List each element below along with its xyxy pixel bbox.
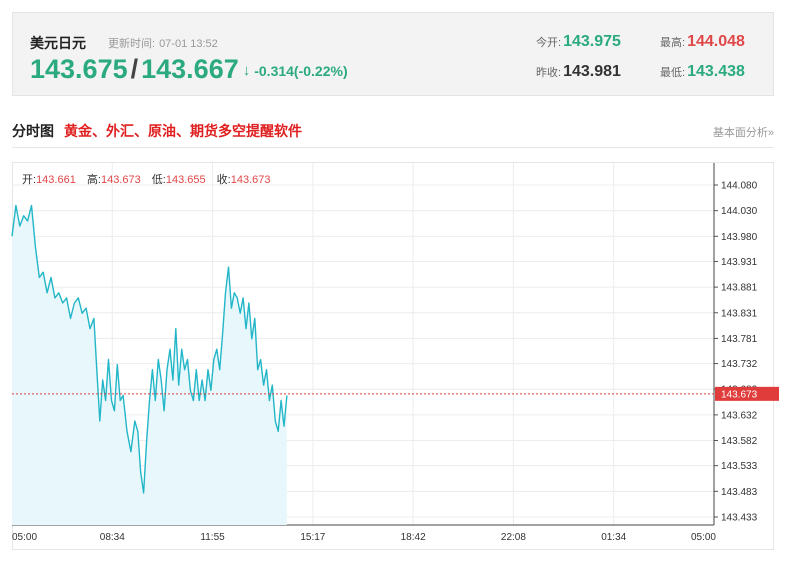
x-tick-label: 15:17 xyxy=(300,532,325,543)
y-tick-label: 143.831 xyxy=(721,308,758,319)
x-tick-label: 08:34 xyxy=(100,532,125,543)
y-tick-label: 143.483 xyxy=(721,487,758,498)
down-arrow-icon: ↓ xyxy=(242,62,251,80)
stat-prev-close-label: 昨收: xyxy=(536,67,562,79)
stat-open: 今开: 143.975 xyxy=(536,33,621,51)
current-price-label-bg xyxy=(715,386,779,401)
ohlc-close-value: 143.673 xyxy=(230,174,271,186)
ohlc-readout: 开:143.661 高:143.673 低:143.655 收:143.673 xyxy=(22,171,279,187)
y-tick-label: 143.433 xyxy=(721,513,758,524)
x-tick-label: 01:34 xyxy=(601,532,626,543)
section-divider xyxy=(12,147,774,148)
update-time-value: 07-01 13:52 xyxy=(159,38,218,50)
y-tick-label: 144.030 xyxy=(721,206,758,217)
ohlc-high-label: 高: xyxy=(86,174,101,186)
fundamental-analysis-link[interactable]: 基本面分析» xyxy=(712,127,774,139)
y-tick-label: 143.881 xyxy=(721,283,758,294)
price-separator: / xyxy=(130,54,139,84)
promo-link[interactable]: 黄金、外汇、原油、期货多空提醒软件 xyxy=(64,123,302,139)
x-tick-label: 11:55 xyxy=(200,532,225,543)
ohlc-open-value: 143.661 xyxy=(36,174,76,186)
y-tick-label: 143.781 xyxy=(721,334,758,345)
price-line: 143.675/143.667 ↓ -0.314(-0.22%) xyxy=(30,54,348,85)
stat-high-value: 144.048 xyxy=(687,33,745,50)
stat-low: 最低: 143.438 xyxy=(660,63,745,81)
y-tick-label: 143.732 xyxy=(721,359,758,370)
x-tick-label: 22:08 xyxy=(501,532,526,543)
stat-high: 最高: 144.048 xyxy=(660,33,745,51)
stat-prev-close: 昨收: 143.981 xyxy=(536,63,621,81)
update-time-label: 更新时间: xyxy=(108,38,156,50)
ohlc-close-label: 收: xyxy=(216,174,231,186)
stat-prev-close-value: 143.981 xyxy=(563,63,621,80)
stat-low-value: 143.438 xyxy=(687,63,745,80)
current-price-label: 143.673 xyxy=(721,389,758,400)
price-alt: 143.667 xyxy=(141,54,239,84)
quote-panel: 美元日元 更新时间: 07-01 13:52 143.675/143.667 ↓ -0… xyxy=(12,12,774,96)
x-tick-label: 18:42 xyxy=(401,532,426,543)
y-tick-label: 143.533 xyxy=(721,461,758,472)
stat-open-value: 143.975 xyxy=(563,33,621,50)
x-tick-label: 05:00 xyxy=(12,532,37,543)
ohlc-low-value: 143.655 xyxy=(165,174,206,186)
update-time: 更新时间: 07-01 13:52 xyxy=(108,35,218,51)
price-area xyxy=(12,205,287,525)
y-tick-label: 143.980 xyxy=(721,232,758,243)
stat-open-label: 今开: xyxy=(536,37,562,49)
ohlc-open-label: 开: xyxy=(22,174,37,186)
section-title: 分时图 xyxy=(12,123,54,139)
price-change: -0.314(-0.22%) xyxy=(254,62,348,79)
y-tick-label: 143.582 xyxy=(721,436,758,447)
price-line xyxy=(11,204,288,494)
y-tick-label: 143.632 xyxy=(721,410,758,421)
ohlc-high-value: 143.673 xyxy=(100,174,141,186)
ohlc-low-label: 低: xyxy=(151,174,166,186)
symbol-name: 美元日元 xyxy=(30,35,86,51)
x-tick-label: 05:00 xyxy=(691,532,716,543)
price-main: 143.675 xyxy=(30,54,128,84)
y-tick-label: 144.080 xyxy=(721,181,758,192)
y-tick-label: 143.931 xyxy=(721,257,758,268)
stat-high-label: 最高: xyxy=(660,37,686,49)
stat-low-label: 最低: xyxy=(660,67,686,79)
